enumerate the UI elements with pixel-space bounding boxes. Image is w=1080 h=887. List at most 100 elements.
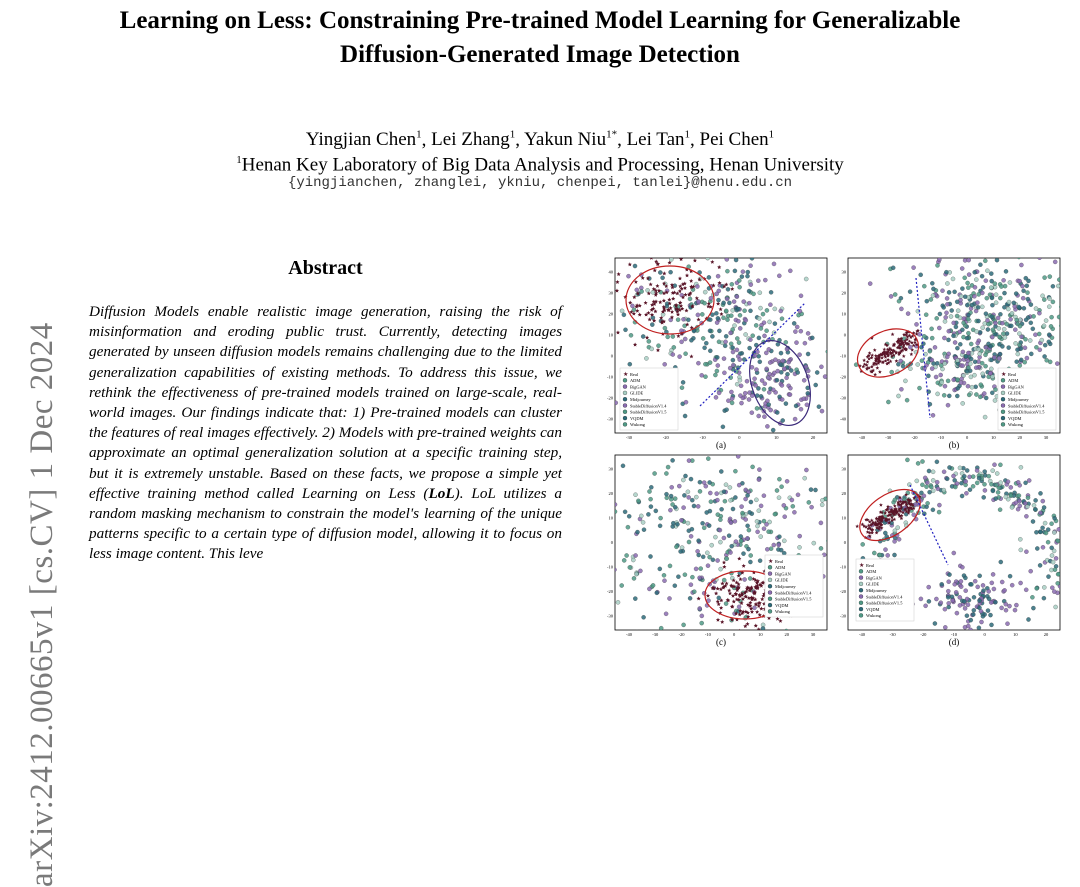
legend-label: GLIDE bbox=[866, 582, 879, 587]
fake-point bbox=[764, 308, 770, 313]
real-point bbox=[890, 511, 895, 515]
fake-point bbox=[615, 407, 616, 410]
real-point bbox=[903, 500, 908, 504]
real-point bbox=[905, 334, 910, 339]
fake-point bbox=[962, 606, 968, 611]
real-point bbox=[762, 569, 767, 573]
fake-point bbox=[677, 354, 682, 359]
real-point bbox=[898, 509, 903, 514]
fake-point bbox=[974, 277, 979, 282]
real-point bbox=[874, 516, 879, 521]
real-point bbox=[711, 283, 716, 288]
real-point bbox=[718, 587, 723, 591]
real-point bbox=[874, 356, 879, 360]
fake-point bbox=[694, 494, 699, 500]
fake-point bbox=[1043, 318, 1049, 323]
fake-point bbox=[966, 285, 971, 290]
fake-point bbox=[900, 364, 906, 369]
real-point bbox=[907, 339, 912, 343]
fake-point bbox=[813, 382, 818, 388]
real-point bbox=[899, 506, 903, 511]
fake-point bbox=[965, 280, 970, 286]
x-tick-label: -30 bbox=[626, 435, 633, 440]
fake-point bbox=[966, 623, 971, 629]
fake-point bbox=[775, 368, 780, 374]
fake-point bbox=[931, 286, 936, 292]
fake-point bbox=[798, 328, 804, 334]
fake-point bbox=[697, 489, 703, 494]
fake-point bbox=[904, 397, 910, 403]
fake-point bbox=[1049, 521, 1054, 526]
fake-point bbox=[970, 474, 976, 479]
fake-point bbox=[941, 254, 945, 258]
fake-point bbox=[983, 363, 988, 369]
fake-point bbox=[936, 509, 942, 515]
real-point bbox=[751, 576, 756, 581]
real-point bbox=[900, 348, 905, 352]
real-point bbox=[734, 597, 739, 602]
real-point bbox=[865, 517, 870, 522]
fake-point bbox=[951, 333, 956, 339]
fake-point bbox=[777, 534, 782, 539]
decision-boundary bbox=[915, 277, 931, 419]
legend-label: GLIDE bbox=[630, 391, 643, 396]
real-point bbox=[628, 300, 633, 305]
fake-point bbox=[929, 326, 934, 332]
fake-point bbox=[670, 458, 675, 463]
fake-point bbox=[976, 347, 982, 352]
real-point bbox=[915, 329, 920, 333]
fake-point bbox=[708, 295, 714, 301]
fake-point bbox=[964, 468, 970, 473]
real-point bbox=[756, 627, 761, 630]
fake-point bbox=[962, 294, 968, 299]
real-point bbox=[643, 300, 648, 305]
fake-point bbox=[819, 502, 825, 508]
fake-point bbox=[791, 321, 797, 326]
real-point bbox=[641, 254, 645, 258]
real-point bbox=[616, 272, 621, 276]
fake-point bbox=[819, 364, 824, 370]
fake-point bbox=[991, 586, 997, 592]
fake-point bbox=[784, 375, 789, 381]
fake-point bbox=[756, 354, 761, 359]
x-tick-label: 20 bbox=[1017, 435, 1022, 440]
real-point bbox=[737, 612, 742, 617]
real-point bbox=[870, 336, 874, 340]
real-point bbox=[869, 518, 874, 522]
fake-point bbox=[668, 493, 674, 499]
fake-point bbox=[708, 317, 713, 322]
real-point bbox=[685, 252, 689, 254]
fake-point bbox=[700, 521, 705, 526]
fake-point bbox=[977, 351, 982, 357]
fake-point bbox=[733, 258, 739, 263]
fake-point bbox=[727, 300, 732, 306]
fake-point bbox=[934, 479, 940, 485]
y-tick-label: 20 bbox=[609, 312, 614, 317]
fake-point bbox=[738, 538, 744, 544]
fake-point bbox=[621, 312, 627, 318]
legend-label: BigGAN bbox=[1008, 384, 1025, 389]
fake-point bbox=[1018, 547, 1024, 553]
fake-point bbox=[932, 621, 938, 626]
fake-point bbox=[955, 308, 961, 313]
real-point bbox=[664, 253, 668, 257]
fake-point bbox=[998, 559, 1004, 565]
real-point bbox=[717, 280, 722, 285]
fake-point bbox=[809, 504, 814, 510]
fake-point bbox=[1031, 314, 1036, 319]
fake-point bbox=[993, 300, 999, 305]
fake-point bbox=[625, 524, 631, 530]
real-point bbox=[731, 584, 736, 589]
fake-point bbox=[944, 296, 950, 301]
fake-point bbox=[1042, 297, 1047, 302]
fake-point bbox=[986, 589, 991, 594]
fake-point bbox=[987, 292, 993, 297]
x-tick-label: 0 bbox=[738, 435, 741, 440]
fake-point bbox=[985, 327, 991, 332]
fake-point bbox=[729, 282, 735, 287]
fake-point bbox=[664, 471, 669, 476]
fake-point bbox=[943, 315, 948, 320]
real-point bbox=[730, 604, 735, 609]
fake-point bbox=[723, 308, 729, 314]
fake-point bbox=[700, 336, 706, 341]
